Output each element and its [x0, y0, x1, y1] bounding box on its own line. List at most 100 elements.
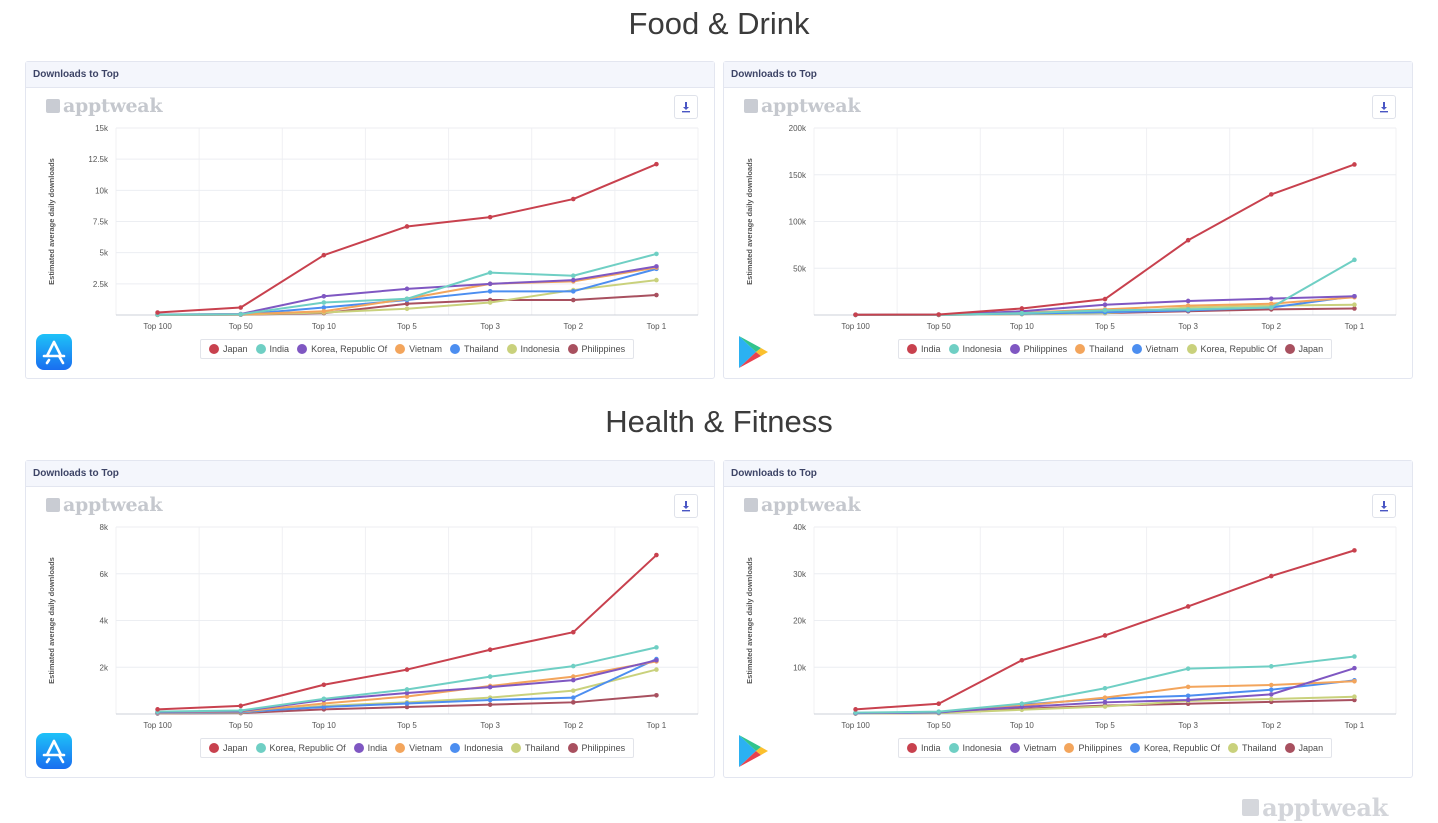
data-point[interactable]	[1102, 308, 1108, 313]
legend-item[interactable]: Indonesia	[449, 743, 503, 753]
data-point[interactable]	[487, 697, 493, 703]
legend-item[interactable]: Korea, Republic Of	[255, 743, 346, 753]
data-point[interactable]	[1185, 693, 1191, 699]
data-point[interactable]	[853, 707, 858, 712]
data-point[interactable]	[1102, 685, 1108, 691]
legend-item[interactable]: Japan	[209, 344, 248, 354]
legend-item[interactable]: India	[907, 743, 941, 753]
data-point[interactable]	[1352, 678, 1357, 684]
data-point[interactable]	[1185, 307, 1191, 312]
data-point[interactable]	[238, 305, 244, 310]
data-point[interactable]	[1185, 604, 1191, 609]
data-point[interactable]	[1102, 296, 1108, 302]
data-point[interactable]	[487, 702, 493, 707]
legend-item[interactable]: Korea, Republic Of	[1129, 743, 1220, 753]
data-point[interactable]	[238, 703, 244, 709]
data-point[interactable]	[321, 701, 327, 706]
data-point[interactable]	[1102, 633, 1108, 638]
data-point[interactable]	[321, 682, 327, 688]
data-point[interactable]	[404, 704, 410, 710]
data-point[interactable]	[1019, 704, 1025, 710]
legend-item[interactable]: Korea, Republic Of	[297, 344, 387, 354]
data-point[interactable]	[321, 300, 327, 305]
data-point[interactable]	[1185, 684, 1191, 690]
data-point[interactable]	[1352, 257, 1357, 263]
data-point[interactable]	[570, 677, 576, 683]
data-point[interactable]	[1352, 694, 1357, 700]
legend-item[interactable]: Philippines	[1009, 344, 1067, 354]
data-point[interactable]	[654, 645, 659, 650]
data-point[interactable]	[570, 277, 576, 283]
legend-item[interactable]: Japan	[209, 743, 248, 753]
data-point[interactable]	[487, 300, 493, 305]
data-point[interactable]	[936, 709, 942, 714]
data-point[interactable]	[321, 305, 327, 310]
data-point[interactable]	[1352, 294, 1357, 299]
data-point[interactable]	[654, 693, 659, 698]
download-button[interactable]	[1372, 95, 1396, 119]
legend-item[interactable]: Philippines	[567, 344, 625, 354]
data-point[interactable]	[654, 657, 659, 663]
data-point[interactable]	[570, 297, 576, 303]
data-point[interactable]	[1268, 296, 1274, 301]
legend-item[interactable]: Japan	[1284, 743, 1323, 753]
data-point[interactable]	[570, 289, 576, 294]
legend-item[interactable]: Thailand	[511, 743, 560, 753]
data-point[interactable]	[853, 710, 858, 715]
data-point[interactable]	[404, 690, 410, 696]
legend-item[interactable]: Indonesia	[948, 743, 1002, 753]
data-point[interactable]	[238, 708, 244, 713]
data-point[interactable]	[1019, 310, 1025, 316]
data-point[interactable]	[654, 277, 659, 283]
data-point[interactable]	[1268, 696, 1274, 702]
data-point[interactable]	[1185, 237, 1191, 243]
data-point[interactable]	[654, 292, 659, 298]
data-point[interactable]	[1268, 664, 1274, 669]
data-point[interactable]	[321, 696, 327, 702]
legend-item[interactable]: India	[353, 743, 387, 753]
legend-item[interactable]: Indonesia	[506, 344, 560, 354]
data-point[interactable]	[570, 688, 576, 693]
legend-item[interactable]: Thailand	[1075, 344, 1124, 354]
data-point[interactable]	[936, 701, 942, 707]
data-point[interactable]	[487, 647, 493, 653]
data-point[interactable]	[487, 214, 493, 220]
data-point[interactable]	[1352, 302, 1357, 308]
data-point[interactable]	[404, 224, 410, 229]
data-point[interactable]	[155, 707, 160, 712]
data-point[interactable]	[1102, 302, 1108, 308]
data-point[interactable]	[936, 312, 942, 317]
legend-item[interactable]: Vietnam	[395, 344, 442, 354]
data-point[interactable]	[487, 684, 493, 690]
data-point[interactable]	[404, 296, 410, 302]
download-button[interactable]	[674, 494, 698, 518]
data-point[interactable]	[1268, 301, 1274, 307]
data-point[interactable]	[1019, 701, 1025, 707]
legend-item[interactable]: Thailand	[449, 344, 499, 354]
data-point[interactable]	[487, 270, 493, 275]
legend-item[interactable]: Philippines	[1064, 743, 1122, 753]
data-point[interactable]	[1102, 704, 1108, 709]
data-point[interactable]	[1185, 303, 1191, 308]
data-point[interactable]	[321, 704, 327, 710]
data-point[interactable]	[404, 301, 410, 307]
data-point[interactable]	[404, 667, 410, 672]
data-point[interactable]	[404, 701, 410, 706]
data-point[interactable]	[321, 252, 327, 258]
data-point[interactable]	[1185, 666, 1191, 671]
data-point[interactable]	[1352, 162, 1357, 167]
legend-item[interactable]: Vietnam	[1131, 344, 1179, 354]
legend-item[interactable]: Thailand	[1228, 743, 1277, 753]
data-point[interactable]	[1268, 573, 1274, 579]
data-point[interactable]	[1268, 305, 1274, 310]
legend-item[interactable]: Indonesia	[948, 344, 1002, 354]
data-point[interactable]	[1352, 306, 1357, 311]
legend-item[interactable]: Korea, Republic Of	[1186, 344, 1277, 354]
data-point[interactable]	[654, 667, 659, 672]
data-point[interactable]	[654, 552, 659, 558]
data-point[interactable]	[1185, 697, 1191, 703]
data-point[interactable]	[487, 289, 493, 294]
legend-item[interactable]: Philippines	[567, 743, 625, 753]
data-point[interactable]	[487, 674, 493, 679]
data-point[interactable]	[570, 700, 576, 705]
